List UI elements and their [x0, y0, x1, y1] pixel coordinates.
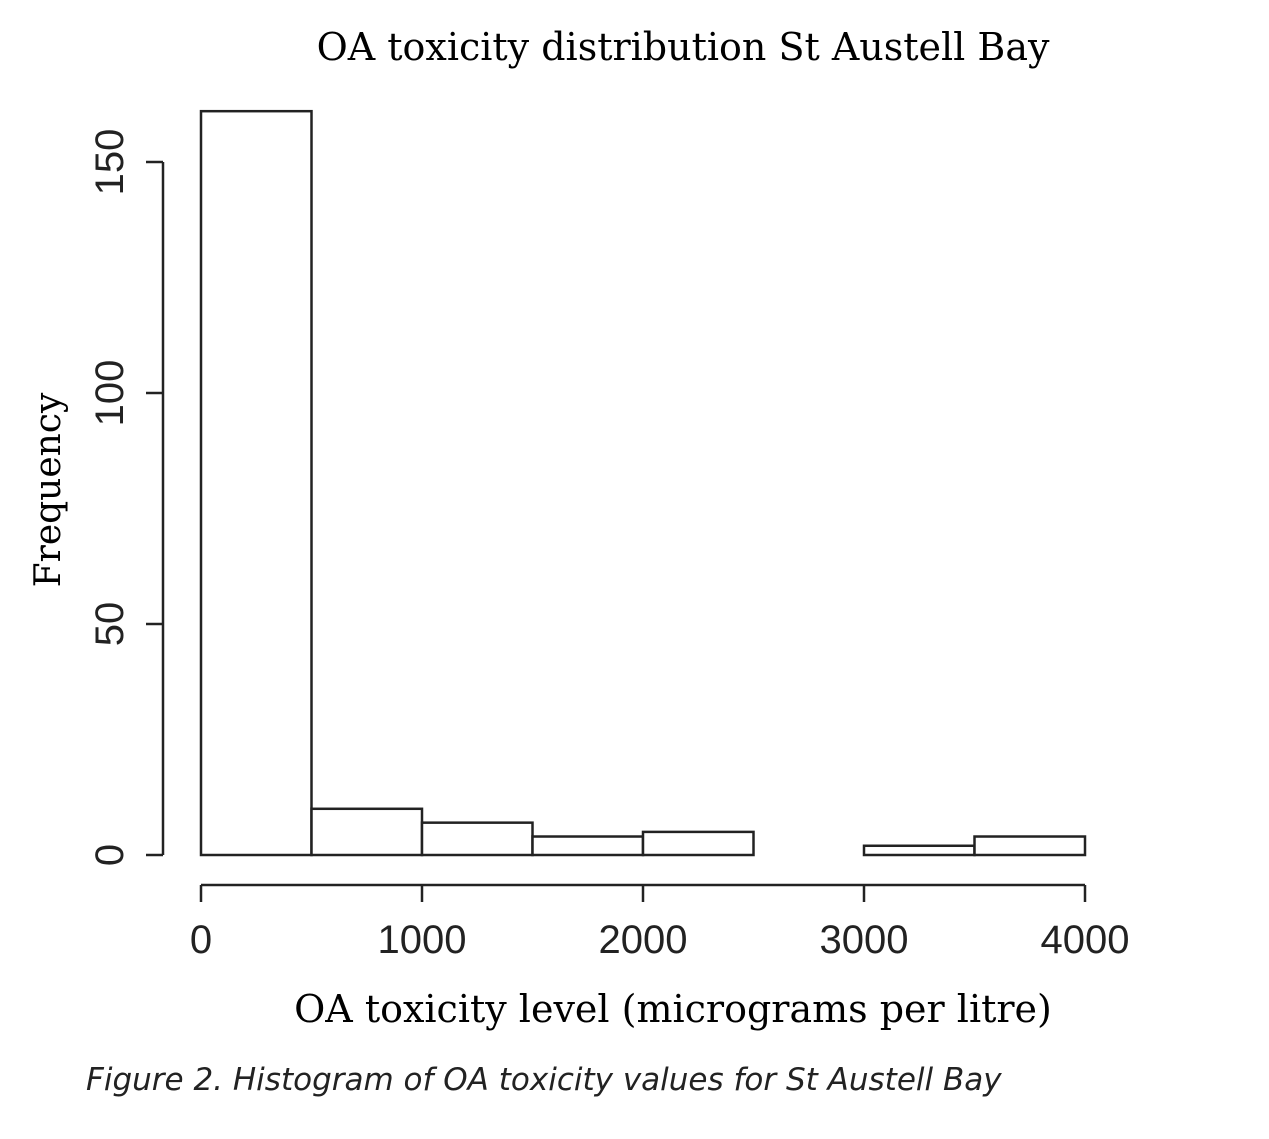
x-tick-label: 4000 [1041, 918, 1130, 962]
y-tick-label: 50 [88, 602, 132, 647]
x-axis-label: OA toxicity level (micrograms per litre) [294, 987, 1052, 1031]
histogram-bar [199, 109, 313, 857]
chart-title: OA toxicity distribution St Austell Bay [317, 25, 1050, 69]
y-tick-label: 100 [88, 360, 132, 427]
histogram-bar [420, 821, 534, 857]
figure-caption: Figure 2. Histogram of OA toxicity value… [86, 1062, 1002, 1098]
x-tick-label: 3000 [820, 918, 909, 962]
y-tick-label: 150 [88, 129, 132, 196]
y-tick-label: 0 [88, 844, 132, 866]
y-axis: 0 50 100 150 [88, 129, 165, 866]
x-tick-label: 1000 [378, 918, 467, 962]
histogram-bar [310, 807, 424, 857]
histogram-bar [973, 835, 1087, 857]
x-axis: 0 1000 2000 3000 4000 [190, 883, 1130, 962]
bars-group [199, 109, 1087, 857]
histogram-bar [531, 835, 645, 857]
histogram-bar [862, 844, 976, 857]
histogram-bar [641, 830, 755, 857]
x-tick-label: 2000 [599, 918, 688, 962]
y-axis-label: Frequency [28, 392, 69, 587]
x-tick-label: 0 [190, 918, 212, 962]
